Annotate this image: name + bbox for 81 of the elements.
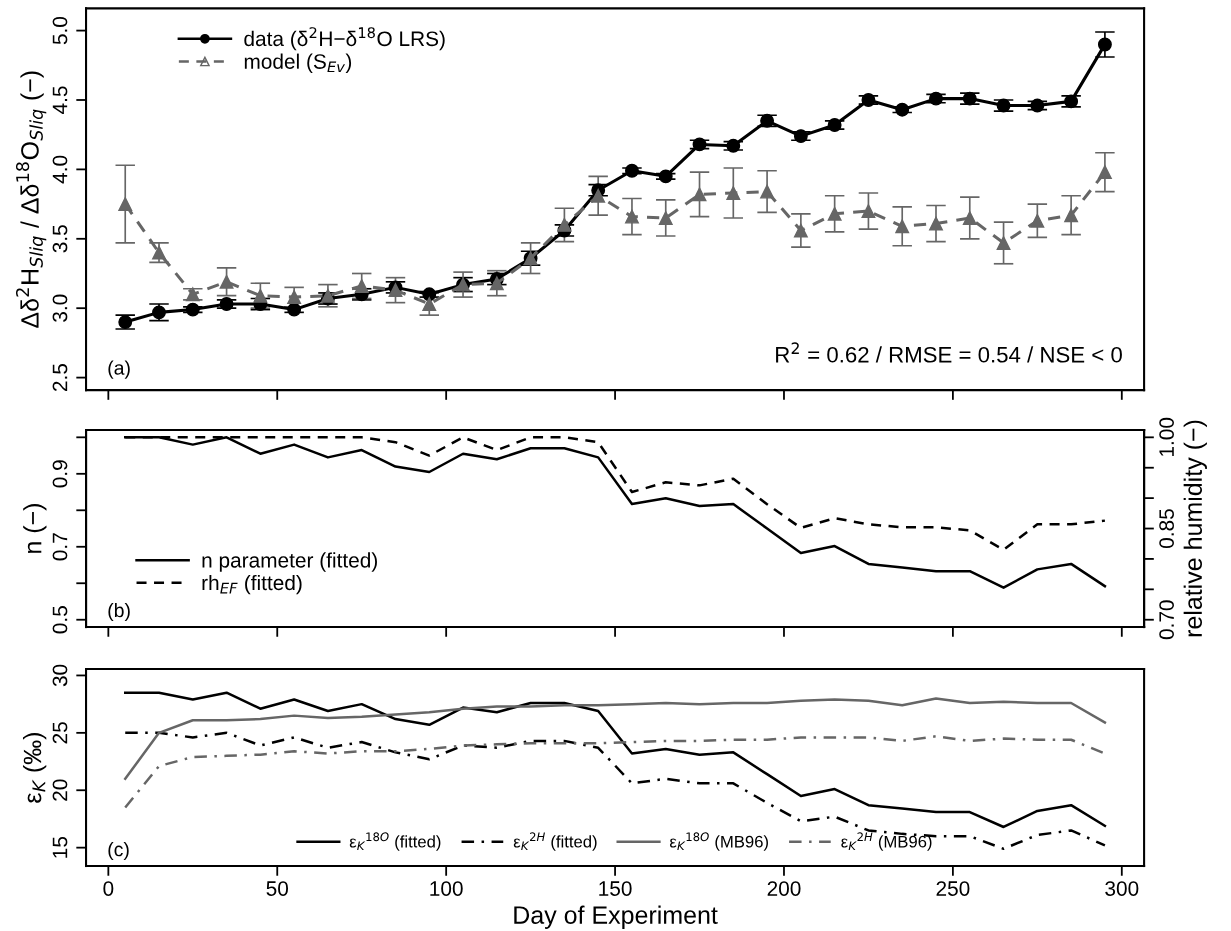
legend-label: ε$_{K}$$^{2H}$ (MB96) xyxy=(841,832,932,851)
legend-label: ε$_{K}$$^{18O}$ (MB96) xyxy=(669,832,768,851)
x-tick-label: 250 xyxy=(936,881,970,896)
point xyxy=(1097,37,1112,52)
legend-label: n parameter (fitted) xyxy=(202,552,377,572)
point xyxy=(929,91,943,106)
y-tick-label: 0.9 xyxy=(52,460,68,488)
point xyxy=(1097,165,1112,180)
x-tick-label: 100 xyxy=(430,881,463,896)
x-tick-label: 150 xyxy=(599,881,632,896)
point xyxy=(1064,94,1079,109)
point xyxy=(625,209,639,224)
point xyxy=(895,102,910,117)
point xyxy=(422,287,437,302)
y-tick-label: 5.0 xyxy=(52,16,68,45)
y2-tick-label: 0.70 xyxy=(1159,600,1174,640)
point xyxy=(827,118,842,132)
annotation: (c) xyxy=(108,841,129,861)
annotation: R$^{2}$ = 0.62 / RMSE = 0.54 / NSE < 0 xyxy=(776,342,1122,363)
line-series xyxy=(123,697,1107,781)
point xyxy=(287,302,302,317)
point xyxy=(692,187,707,202)
y-tick-label: 2.5 xyxy=(52,363,68,392)
point xyxy=(793,223,808,238)
point xyxy=(861,204,876,218)
x-tick-label: 0 xyxy=(103,881,114,896)
point xyxy=(489,276,504,291)
line-series xyxy=(123,691,1107,829)
point xyxy=(1064,208,1079,223)
legend-label: ε$_{K}$$^{2H}$ (fitted) xyxy=(513,832,597,851)
legend-label: ε$_{K}$$^{18O}$ (fitted) xyxy=(349,832,441,851)
y-axis-title: n (−) xyxy=(23,504,47,553)
y-axis-title: ε$_{K}$ (‰) xyxy=(22,733,47,803)
point xyxy=(1030,213,1045,228)
x-tick-label: 50 xyxy=(266,881,289,896)
point xyxy=(726,186,741,200)
legend-label: model (S$_{Ev}$) xyxy=(244,53,352,73)
point xyxy=(354,279,369,293)
y-tick-label: 0.7 xyxy=(52,533,68,561)
point xyxy=(895,219,910,234)
point xyxy=(557,217,572,232)
point xyxy=(185,287,200,302)
y-tick-label: 3.0 xyxy=(52,294,68,322)
x-tick-label: 200 xyxy=(767,881,801,896)
point xyxy=(422,297,437,311)
point xyxy=(253,288,268,303)
y2-tick-label: 1.00 xyxy=(1159,417,1174,457)
y2-tick-label: 0.85 xyxy=(1159,509,1174,548)
point xyxy=(219,274,234,289)
point xyxy=(861,93,876,107)
point xyxy=(118,197,133,212)
point xyxy=(929,216,943,231)
point xyxy=(658,211,673,225)
annotation: (b) xyxy=(108,602,130,622)
point xyxy=(962,211,977,225)
annotation: (a) xyxy=(108,360,130,379)
legend-label: rh$_{EF}$ (fitted) xyxy=(202,574,302,595)
y-tick-label: 15 xyxy=(52,836,68,858)
y2-axis-title: relative humidity (−) xyxy=(1183,420,1207,637)
point xyxy=(625,163,639,178)
point xyxy=(793,129,808,144)
x-tick-label: 300 xyxy=(1105,881,1139,896)
y-tick-label: 3.5 xyxy=(52,225,68,253)
point xyxy=(996,98,1011,113)
point xyxy=(185,302,200,317)
point xyxy=(152,305,166,320)
x-axis-title: Day of Experiment xyxy=(514,905,718,929)
y-tick-label: 0.5 xyxy=(52,606,68,634)
y-tick-label: 20 xyxy=(52,779,68,801)
y-tick-label: 30 xyxy=(52,664,68,687)
y-tick-label: 25 xyxy=(52,722,68,744)
y-tick-label: 4.5 xyxy=(52,86,68,114)
point xyxy=(118,315,133,330)
point xyxy=(962,91,977,106)
point xyxy=(996,236,1011,250)
text: Δδ$^{2}$H$_{Sliq}$ / Δδ$^{18}$O$_{Sliq}$ (−) xyxy=(15,71,47,328)
point xyxy=(591,188,606,203)
y-tick-label: 4.0 xyxy=(52,155,68,184)
point xyxy=(760,184,775,199)
point xyxy=(827,206,842,221)
legend-label: data (δ$^{2}$H−δ$^{18}$O LRS) xyxy=(244,27,445,51)
